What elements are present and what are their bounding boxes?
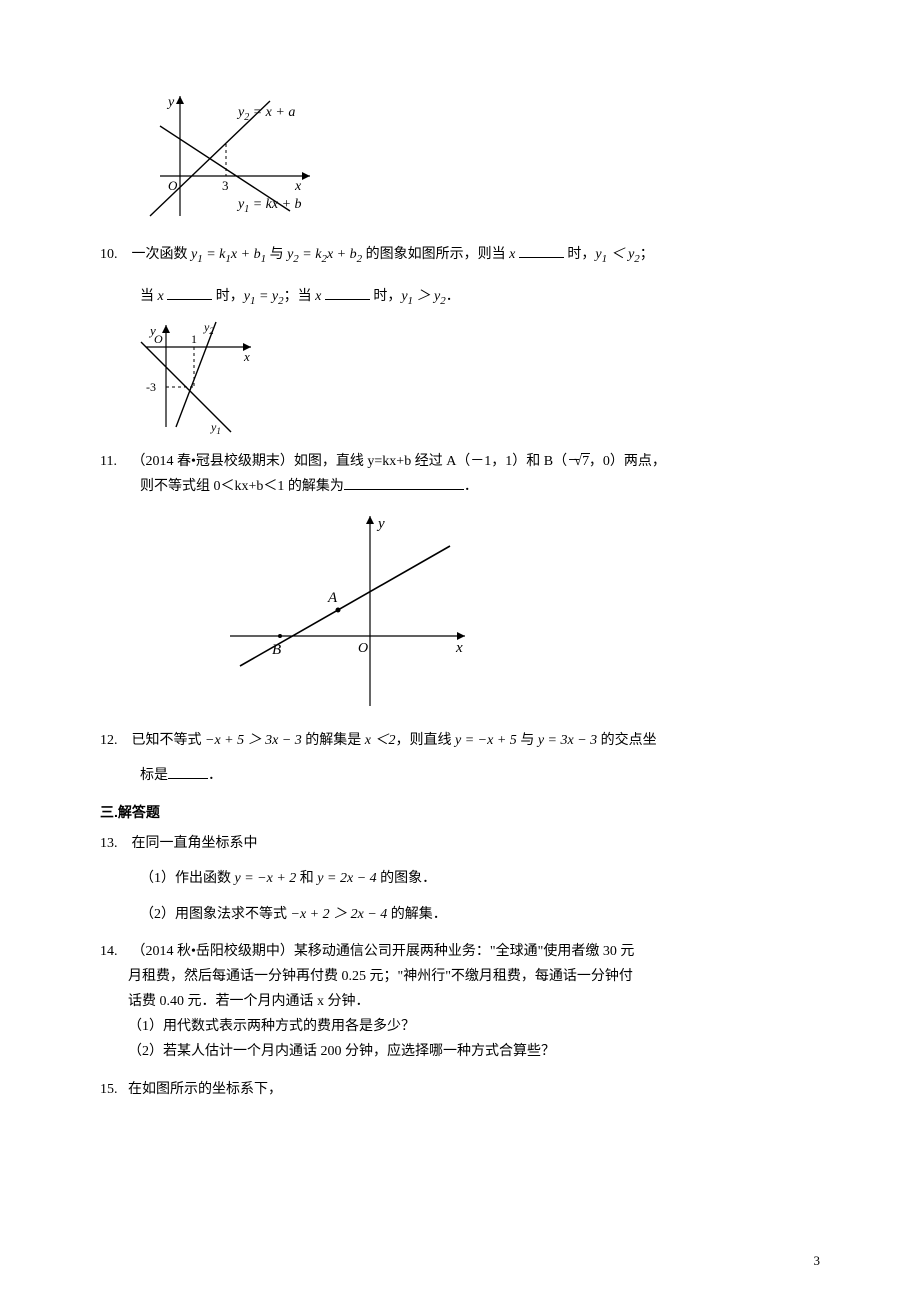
svg-text:y1 = kx + b: y1 = kx + b xyxy=(236,197,302,215)
svg-text:y2 = x + a: y2 = x + a xyxy=(236,105,295,123)
q14-p1: （1）用代数式表示两种方式的费用各是多少？ xyxy=(100,1014,820,1039)
q13-stem: 在同一直角坐标系中 xyxy=(132,836,258,851)
svg-text:B: B xyxy=(272,642,281,658)
blank xyxy=(519,243,564,258)
svg-text:y: y xyxy=(376,516,385,532)
q15-num: 15. xyxy=(100,1077,128,1102)
svg-text:O: O xyxy=(358,641,368,656)
section-3-title: 三.解答题 xyxy=(100,800,820,825)
q11-line2: 则不等式组 0＜kx+b＜1 的解集为． xyxy=(100,474,820,499)
blank xyxy=(167,285,212,300)
svg-text:x: x xyxy=(294,179,302,194)
svg-text:y: y xyxy=(166,95,175,110)
figure-q9: 3 y x O y2 = x + a y1 = kx + b xyxy=(140,86,820,236)
q13-num: 13. xyxy=(100,831,128,856)
svg-text:A: A xyxy=(327,590,338,606)
q15-text: 在如图所示的坐标系下， xyxy=(128,1082,282,1097)
q11-text-b: ，0）两点， xyxy=(589,454,666,469)
q14-num: 14. xyxy=(100,939,128,964)
q10-line2: 当 x 时，y1 = y2；当 x 时，y1 ＞ y2． xyxy=(100,284,820,312)
svg-text:x: x xyxy=(243,349,250,364)
svg-text:-3: -3 xyxy=(146,380,156,394)
svg-text:1: 1 xyxy=(191,332,197,346)
q13-p1: （1）作出函数 y = −x + 2 和 y = 2x − 4 的图象． xyxy=(100,866,820,891)
q13-p2: （2）用图象法求不等式 −x + 2 ＞ 2x − 4 的解集． xyxy=(100,902,820,927)
q11-text-a: （2014 春•冠县校级期末）如图，直线 y=kx+b 经过 A（－1，1）和 … xyxy=(132,454,582,469)
q14-text-a: （2014 秋•岳阳校级期中）某移动通信公司开展两种业务："全球通"使用者缴 3… xyxy=(132,944,635,959)
page: 3 y x O y2 = x + a y1 = kx + b 10. 一次函数 … xyxy=(0,0,920,1302)
q14-p2: （2）若某人估计一个月内通话 200 分钟，应选择哪一种方式合算些？ xyxy=(100,1039,820,1064)
svg-text:3: 3 xyxy=(222,178,229,193)
question-11: 11. （2014 春•冠县校级期末）如图，直线 y=kx+b 经过 A（－1，… xyxy=(100,449,820,715)
q11-num: 11. xyxy=(100,449,128,474)
blank xyxy=(168,764,208,779)
blank xyxy=(325,285,370,300)
q14-text-b: 月租费，然后每通话一分钟再付费 0.25 元；"神州行"不缴月租费，每通话一分钟… xyxy=(100,964,820,989)
svg-text:y1: y1 xyxy=(210,420,221,436)
q12-num: 12. xyxy=(100,728,128,753)
question-13: 13. 在同一直角坐标系中 （1）作出函数 y = −x + 2 和 y = 2… xyxy=(100,831,820,927)
svg-text:y2: y2 xyxy=(203,320,214,336)
page-number: 3 xyxy=(814,1249,821,1272)
q14-text-c: 话费 0.40 元．若一个月内通话 x 分钟． xyxy=(100,989,820,1014)
question-15: 15.在如图所示的坐标系下， xyxy=(100,1077,820,1102)
svg-text:x: x xyxy=(455,640,463,656)
question-14: 14. （2014 秋•岳阳校级期中）某移动通信公司开展两种业务："全球通"使用… xyxy=(100,939,820,1065)
svg-text:O: O xyxy=(168,178,178,193)
figure-q11: A B y x O xyxy=(220,506,820,716)
svg-text:O: O xyxy=(154,332,163,346)
question-10: 10. 一次函数 y1 = k1x + b1 与 y2 = k2x + b2 的… xyxy=(100,242,820,437)
q10-text: 一次函数 y1 = k1x + b1 与 y2 = k2x + b2 的图象如图… xyxy=(132,247,654,262)
figure-q10: 1 -3 y x O y2 y1 xyxy=(136,317,820,437)
blank xyxy=(344,475,464,490)
q10-num: 10. xyxy=(100,242,128,267)
question-12: 12. 已知不等式 −x + 5 ＞ 3x − 3 的解集是 x ＜2，则直线 … xyxy=(100,728,820,788)
q12-line2: 标是． xyxy=(100,763,820,788)
